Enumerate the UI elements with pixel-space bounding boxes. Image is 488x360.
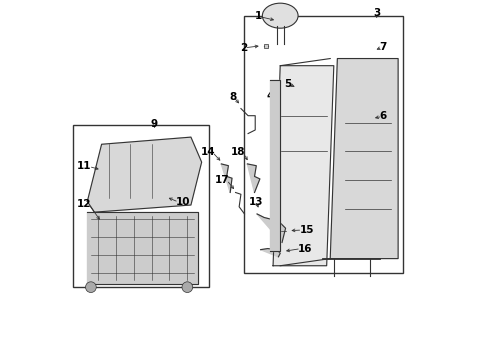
Text: 4: 4 bbox=[266, 91, 273, 101]
Circle shape bbox=[85, 282, 96, 293]
Text: 12: 12 bbox=[77, 199, 91, 209]
Ellipse shape bbox=[262, 3, 298, 28]
Text: 5: 5 bbox=[284, 79, 291, 89]
Text: 17: 17 bbox=[214, 175, 229, 185]
Text: 9: 9 bbox=[151, 118, 158, 129]
Polygon shape bbox=[247, 164, 259, 193]
Polygon shape bbox=[269, 80, 280, 251]
FancyBboxPatch shape bbox=[73, 125, 208, 287]
Ellipse shape bbox=[270, 229, 276, 233]
Polygon shape bbox=[272, 66, 333, 266]
Bar bbox=[264, 44, 267, 48]
Text: 10: 10 bbox=[176, 197, 190, 207]
Text: 11: 11 bbox=[77, 161, 91, 171]
Polygon shape bbox=[221, 164, 231, 193]
Text: 15: 15 bbox=[299, 225, 313, 235]
Polygon shape bbox=[329, 59, 397, 258]
Polygon shape bbox=[87, 212, 198, 284]
Text: 6: 6 bbox=[379, 111, 386, 121]
Circle shape bbox=[182, 282, 192, 293]
FancyBboxPatch shape bbox=[244, 16, 403, 273]
Text: 8: 8 bbox=[229, 92, 236, 102]
Text: 16: 16 bbox=[298, 244, 312, 253]
Text: 14: 14 bbox=[200, 147, 215, 157]
Text: 3: 3 bbox=[372, 8, 380, 18]
Text: 7: 7 bbox=[379, 42, 386, 52]
Text: 1: 1 bbox=[254, 12, 261, 21]
Text: 2: 2 bbox=[240, 43, 247, 53]
Polygon shape bbox=[260, 249, 280, 257]
Text: 13: 13 bbox=[248, 197, 263, 207]
Polygon shape bbox=[87, 137, 201, 212]
Polygon shape bbox=[257, 214, 285, 243]
Text: 18: 18 bbox=[231, 147, 245, 157]
